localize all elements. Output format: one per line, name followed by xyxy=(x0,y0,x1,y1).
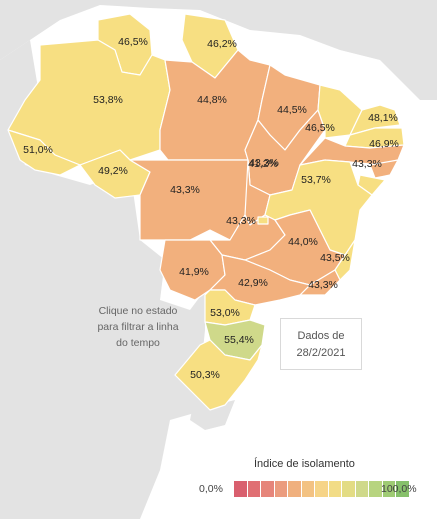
data-date-box: Dados de 28/2/2021 xyxy=(280,318,362,370)
legend-swatch xyxy=(234,481,247,497)
legend-swatch xyxy=(355,481,368,497)
legend-swatch xyxy=(328,481,341,497)
legend-swatch xyxy=(396,481,409,497)
state-SE[interactable] xyxy=(357,174,386,196)
state-DF[interactable] xyxy=(257,216,269,225)
data-date-value: 28/2/2021 xyxy=(296,347,346,359)
legend-swatch xyxy=(301,481,314,497)
legend-swatch xyxy=(288,481,301,497)
west-landmass xyxy=(0,40,205,519)
legend-max-label: 100,0% xyxy=(381,483,417,495)
state-AL[interactable] xyxy=(369,159,399,179)
legend-color-scale xyxy=(234,481,410,497)
state-CE[interactable] xyxy=(317,84,363,139)
legend-swatch xyxy=(369,481,382,497)
legend-swatch xyxy=(261,481,274,497)
legend-min-label: 0,0% xyxy=(199,483,223,495)
state-ES[interactable] xyxy=(334,239,356,281)
data-date-label: Dados de xyxy=(297,330,345,342)
legend-swatch xyxy=(274,481,287,497)
legend-title: Índice de isolamento xyxy=(254,458,355,470)
legend-swatch xyxy=(247,481,260,497)
state-AC[interactable] xyxy=(7,129,81,176)
legend-swatch xyxy=(382,481,395,497)
filter-hint-text: Clique no estado para filtrar a linha do… xyxy=(97,305,179,349)
legend-swatch xyxy=(315,481,328,497)
state-RS[interactable] xyxy=(174,339,263,411)
south-america-landmass xyxy=(0,0,437,100)
legend-swatch xyxy=(342,481,355,497)
